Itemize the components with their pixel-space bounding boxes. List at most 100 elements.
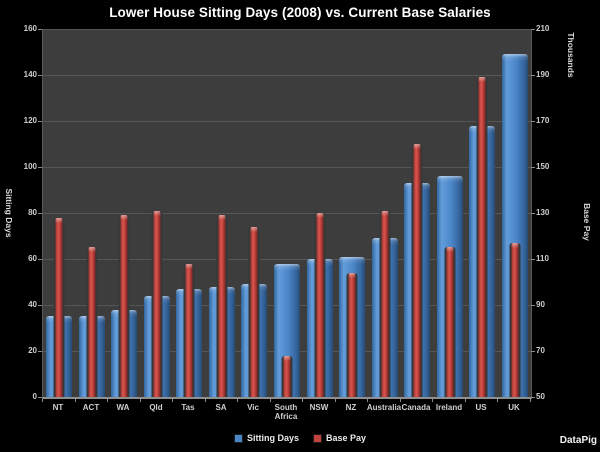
x-axis-tick <box>497 399 498 402</box>
x-axis-tick <box>367 399 368 402</box>
x-axis-tick <box>237 399 238 402</box>
gridline <box>43 213 531 214</box>
category-slot <box>368 29 401 397</box>
left-axis-tick <box>38 75 42 76</box>
right-axis-tick-label: 110 <box>536 254 549 263</box>
legend-label: Sitting Days <box>246 433 299 443</box>
x-axis-tick <box>530 399 531 402</box>
left-axis-tick-label: 140 <box>23 70 37 79</box>
category-label: Qld <box>149 403 163 412</box>
left-axis-tick-label: 20 <box>28 346 37 355</box>
category-label: Canada <box>401 403 431 412</box>
left-axis-tick-label: 120 <box>23 116 37 125</box>
category-slot <box>76 29 109 397</box>
left-axis-title: Sitting Days <box>4 188 14 238</box>
right-axis-tick-label: 170 <box>536 116 550 125</box>
category-slot <box>303 29 336 397</box>
category-slot <box>43 29 76 397</box>
left-axis-tick <box>38 351 42 352</box>
base-pay-bar <box>118 215 130 397</box>
right-axis-tick <box>531 259 535 260</box>
right-axis-tick-label: 70 <box>536 346 545 355</box>
x-axis-tick <box>107 399 108 402</box>
base-pay-bar <box>281 356 293 397</box>
category-slot <box>173 29 206 397</box>
legend-label: Base Pay <box>325 433 367 443</box>
category-slot <box>238 29 271 397</box>
category-label: South Africa <box>274 403 298 421</box>
category-slot <box>498 29 531 397</box>
category-slot <box>108 29 141 397</box>
category-slot <box>141 29 174 397</box>
gridline <box>43 167 531 168</box>
watermark: DataPig <box>559 435 597 446</box>
category-label: NSW <box>309 403 329 412</box>
category-label: SA <box>215 403 227 412</box>
category-slot <box>433 29 466 397</box>
gridline <box>43 121 531 122</box>
base-pay-bar <box>379 211 391 397</box>
base-pay-bar <box>216 215 228 397</box>
category-label: NT <box>52 403 64 412</box>
x-axis-tick <box>465 399 466 402</box>
right-axis-tick <box>531 397 535 398</box>
left-axis-tick <box>38 167 42 168</box>
right-axis-tick <box>531 351 535 352</box>
left-axis-tick <box>38 29 42 30</box>
base-pay-bar <box>314 213 326 397</box>
right-axis-tick-label: 90 <box>536 300 545 309</box>
legend-item: Base Pay <box>312 433 367 443</box>
left-axis-tick <box>38 121 42 122</box>
category-slot <box>271 29 304 397</box>
base-pay-bar <box>86 247 98 397</box>
category-label: US <box>475 403 487 412</box>
right-axis-tick <box>531 213 535 214</box>
category-label: WA <box>116 403 130 412</box>
base-pay-bar <box>444 247 456 397</box>
right-axis-tick <box>531 29 535 30</box>
x-axis-tick <box>75 399 76 402</box>
right-axis-tick-label: 210 <box>536 24 550 33</box>
gridline <box>43 259 531 260</box>
left-axis-tick <box>38 213 42 214</box>
category-label: UK <box>508 403 520 412</box>
plot-area <box>42 29 532 399</box>
base-pay-bar <box>183 264 195 397</box>
right-axis-tick-label: 150 <box>536 162 550 171</box>
right-axis-tick-label: 50 <box>536 392 545 401</box>
category-slot <box>206 29 239 397</box>
category-slot <box>466 29 499 397</box>
right-axis-tick <box>531 167 535 168</box>
right-axis-tick-label: 190 <box>536 70 550 79</box>
legend-swatch <box>233 434 243 443</box>
category-label: Vic <box>247 403 259 412</box>
category-label: Tas <box>181 403 195 412</box>
x-axis-tick <box>205 399 206 402</box>
left-axis-tick-label: 0 <box>32 392 37 401</box>
base-pay-bar <box>53 218 65 397</box>
right-axis-title: Base Pay <box>582 203 592 241</box>
left-axis-tick <box>38 397 42 398</box>
x-axis-tick <box>302 399 303 402</box>
base-pay-bar <box>509 243 521 397</box>
category-slot <box>336 29 369 397</box>
left-axis-tick-label: 100 <box>23 162 37 171</box>
right-axis-tick-label: 130 <box>536 208 550 217</box>
left-axis-tick-label: 80 <box>28 208 37 217</box>
base-pay-bar <box>476 77 488 397</box>
category-label: Ireland <box>435 403 463 412</box>
right-axis-tick <box>531 121 535 122</box>
right-axis-tick <box>531 305 535 306</box>
base-pay-bar <box>248 227 260 397</box>
x-axis-tick <box>42 399 43 402</box>
legend-swatch <box>312 434 322 443</box>
category-slot <box>401 29 434 397</box>
x-axis-tick <box>140 399 141 402</box>
left-axis-tick <box>38 259 42 260</box>
category-label: NZ <box>345 403 357 412</box>
gridline <box>43 75 531 76</box>
legend-item: Sitting Days <box>233 433 299 443</box>
right-axis-units-title: Thousands <box>566 32 576 78</box>
legend: Sitting Days Base Pay <box>233 433 367 443</box>
category-label: ACT <box>82 403 100 412</box>
